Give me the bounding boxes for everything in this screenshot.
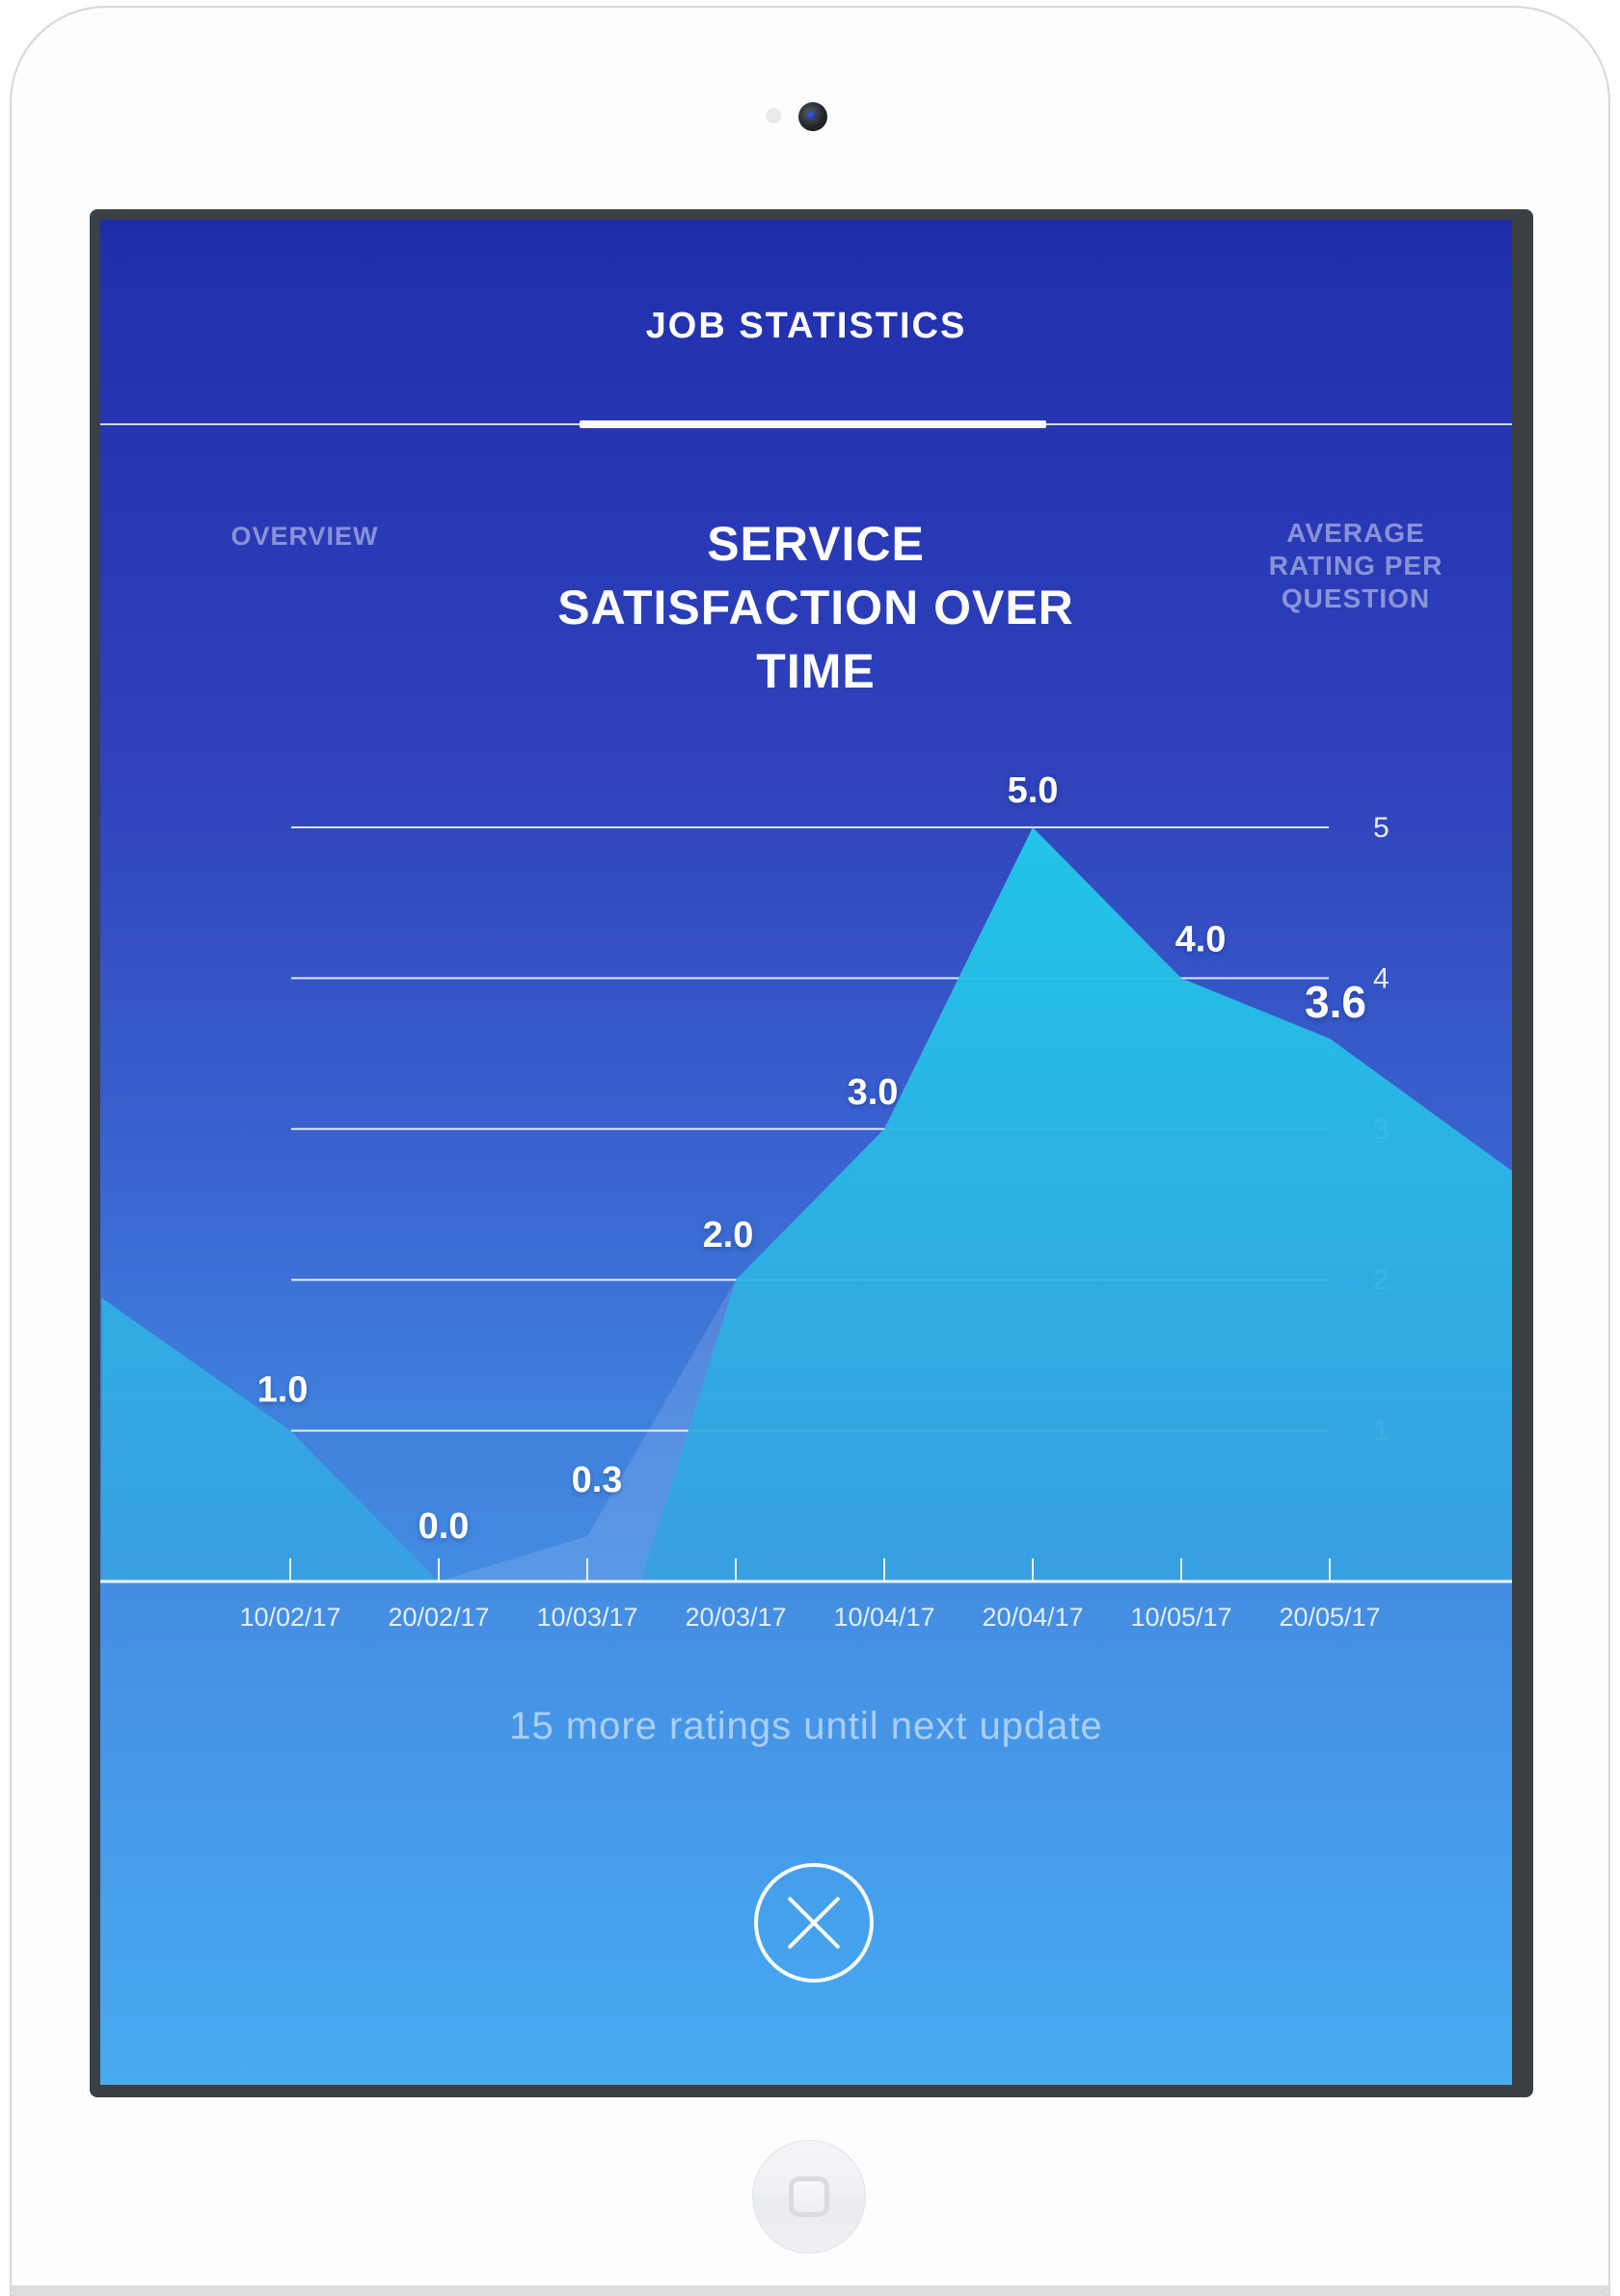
- value-label-2.0: 2.0: [703, 1215, 754, 1256]
- satisfaction-area-chart: 1234510/02/1720/02/1710/03/1720/03/1710/…: [100, 770, 1512, 1632]
- y-axis-label-5: 5: [1373, 812, 1390, 844]
- satisfaction-highlight-layer: [101, 827, 1512, 1581]
- close-icon: [786, 1895, 842, 1951]
- x-axis-label-20/04/17: 20/04/17: [982, 1603, 1083, 1632]
- close-button[interactable]: [754, 1863, 874, 1983]
- x-axis-label-10/03/17: 10/03/17: [536, 1603, 637, 1632]
- page-title: JOB STATISTICS: [645, 306, 967, 346]
- tab-overview[interactable]: OVERVIEW: [230, 522, 379, 551]
- camera-icon: [798, 102, 827, 131]
- app-screen: 1234510/02/1720/02/1710/03/1720/03/1710/…: [100, 220, 1512, 2085]
- ambient-sensor-icon: [766, 108, 781, 123]
- device-bottom-edge: [12, 2285, 1608, 2296]
- value-label-3.6: 3.6: [1305, 977, 1366, 1027]
- x-axis-label-20/02/17: 20/02/17: [388, 1603, 489, 1632]
- value-label-5.0: 5.0: [1008, 770, 1059, 811]
- value-label-4.0: 4.0: [1175, 919, 1227, 959]
- x-axis-label-20/05/17: 20/05/17: [1279, 1603, 1380, 1632]
- value-label-0.3: 0.3: [572, 1460, 623, 1500]
- home-button[interactable]: [752, 2140, 866, 2254]
- x-axis-label-10/05/17: 10/05/17: [1130, 1603, 1231, 1632]
- value-label-0.0: 0.0: [418, 1506, 470, 1547]
- x-axis-label-10/04/17: 10/04/17: [833, 1603, 934, 1632]
- active-tab-indicator: [580, 420, 1046, 428]
- value-label-3.0: 3.0: [848, 1072, 899, 1113]
- tab-service-satisfaction-over-time[interactable]: SERVICE SATISFACTION OVER TIME: [557, 517, 1074, 698]
- home-button-icon: [789, 2176, 829, 2217]
- x-axis-label-20/03/17: 20/03/17: [685, 1603, 786, 1632]
- y-axis-label-4: 4: [1373, 962, 1390, 994]
- value-label-1.0: 1.0: [257, 1370, 309, 1411]
- tab-average-rating-per-question[interactable]: AVERAGE RATING PER QUESTION: [1268, 518, 1444, 613]
- x-axis-label-10/02/17: 10/02/17: [239, 1603, 340, 1632]
- ratings-update-hint: 15 more ratings until next update: [509, 1705, 1103, 1747]
